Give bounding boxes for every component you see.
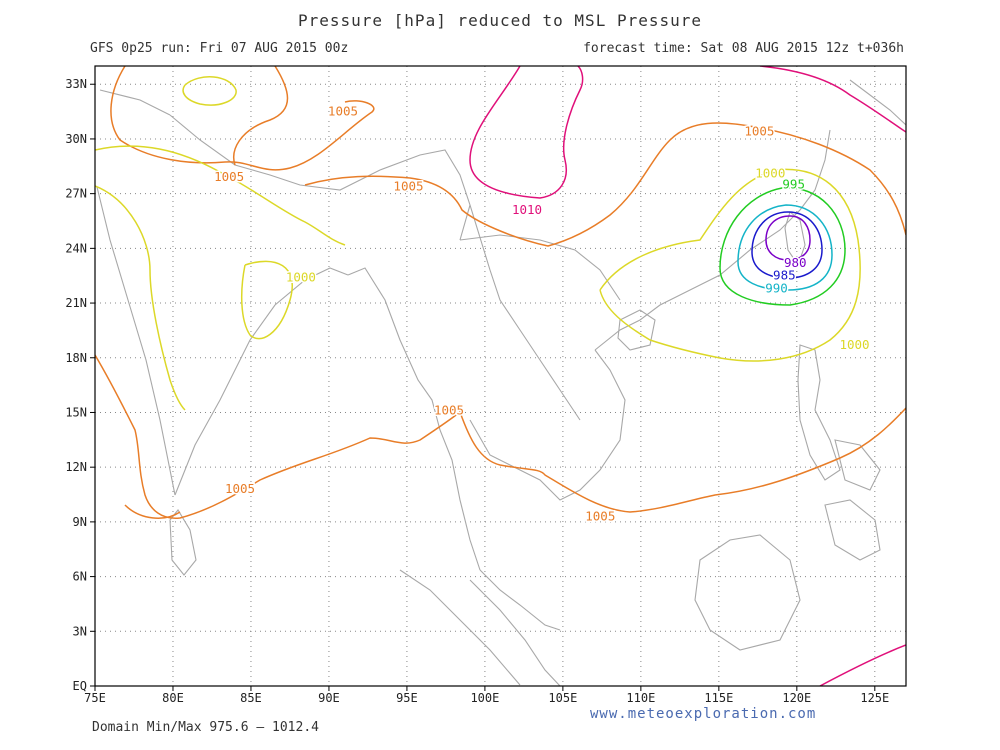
y-tick-label: 21N: [65, 296, 87, 310]
isobar-980: [765, 215, 811, 261]
border-indochina: [469, 204, 581, 421]
isobar-label: 1005: [328, 104, 358, 119]
coast-bangladesh-myanmar: [347, 267, 481, 571]
contour-labels: 1005100510051005101010009959809859901000…: [213, 102, 872, 525]
x-tick-label: 125E: [860, 691, 889, 705]
x-tick-label: 105E: [548, 691, 577, 705]
isobar-label: 1005: [393, 178, 423, 193]
isobar-label: 980: [784, 255, 807, 270]
coast-sumatra: [399, 569, 521, 686]
coast-visayas: [834, 439, 881, 491]
isobar-1000-lobe: [240, 260, 293, 340]
x-tick-label: 75E: [84, 691, 106, 705]
y-tick-label: EQ: [73, 679, 87, 693]
coast-borneo: [694, 534, 801, 651]
border-himalaya: [169, 114, 471, 241]
x-tick-label: 115E: [704, 691, 733, 705]
domain-minmax-label: Domain Min/Max 975.6 — 1012.4: [92, 720, 319, 735]
isobar-1000-west: [95, 185, 186, 411]
x-tick-label: 85E: [240, 691, 262, 705]
map-title: Pressure [hPa] reduced to MSL Pressure: [297, 11, 703, 30]
isobar-1010-ne: [759, 66, 906, 133]
y-tick-label: 9N: [73, 515, 87, 529]
coast-gulf-thailand: [469, 349, 626, 501]
x-tick-label: 90E: [318, 691, 340, 705]
coast-malay-peninsula: [479, 569, 561, 631]
x-tick-label: 100E: [470, 691, 499, 705]
isobar-label: 1005: [744, 124, 774, 139]
isobar-label: 1005: [585, 508, 615, 523]
forecast-time-label: forecast time: Sat 08 AUG 2015 12z t+036…: [583, 41, 904, 56]
isobar-label: 1005: [214, 169, 244, 184]
isobar-1005-central: [304, 122, 906, 247]
y-tick-label: 33N: [65, 77, 87, 91]
x-tick-label: 80E: [162, 691, 184, 705]
isobar-label: 985: [773, 268, 796, 283]
y-tick-label: 12N: [65, 460, 87, 474]
coast-sri-lanka: [169, 509, 197, 576]
isobar-label: 1000: [755, 166, 785, 181]
isobar-1005-south: [95, 354, 906, 519]
isobars: [95, 66, 906, 686]
source-link[interactable]: www.meteoexploration.com: [590, 706, 817, 722]
y-tick-label: 30N: [65, 132, 87, 146]
isobar-1000-north: [95, 145, 346, 246]
coast-hainan: [617, 309, 656, 351]
model-run-label: GFS 0p25 run: Fri 07 AUG 2015 00z: [90, 41, 349, 56]
isobar-label: 1005: [225, 481, 255, 496]
isobar-label: 995: [782, 177, 805, 192]
x-tick-label: 120E: [782, 691, 811, 705]
isobar-1005-sri-lanka: [124, 504, 181, 519]
isobar-label: 990: [765, 280, 788, 295]
isobar-1010-se: [819, 644, 906, 686]
isobar-1005-north: [233, 66, 289, 166]
x-tick-label: 110E: [626, 691, 655, 705]
isobar-label: 1010: [512, 202, 542, 217]
coast-taiwan: [784, 211, 806, 267]
isobar-995: [719, 187, 846, 306]
coast-luzon: [797, 344, 841, 481]
isobar-990: [737, 204, 833, 291]
y-tick-label: 3N: [73, 624, 87, 638]
lat-lon-grid: [94, 66, 906, 687]
isobar-label: 1005: [434, 403, 464, 418]
axis-ticks: 75E 80E 85E 90E 95E 100E 105E 110E 115E 120E 125E E…: [65, 77, 889, 705]
y-tick-label: 18N: [65, 351, 87, 365]
y-tick-label: 15N: [65, 405, 87, 419]
coast-india-west: [96, 186, 176, 496]
coast-sumatra-south: [469, 579, 561, 686]
isobar-label: 1000: [839, 337, 869, 352]
isobar-1000-typhoon: [599, 168, 861, 362]
isobar-1010: [469, 66, 584, 199]
coast-india-east: [174, 267, 349, 496]
isobar-1005-west: [110, 66, 375, 171]
coast-vietnam: [594, 129, 831, 351]
coast-mindanao: [824, 499, 881, 561]
isobar-label: 1000: [286, 270, 316, 285]
y-tick-label: 24N: [65, 241, 87, 255]
border-china-se: [459, 234, 621, 301]
coast-japan-south: [849, 79, 906, 126]
plot-frame: [94, 65, 907, 687]
isobar-985: [751, 211, 823, 279]
y-tick-label: 27N: [65, 187, 87, 201]
y-tick-label: 6N: [73, 570, 87, 584]
isobar-1000-nw-ring: [182, 76, 237, 106]
x-tick-label: 95E: [396, 691, 418, 705]
